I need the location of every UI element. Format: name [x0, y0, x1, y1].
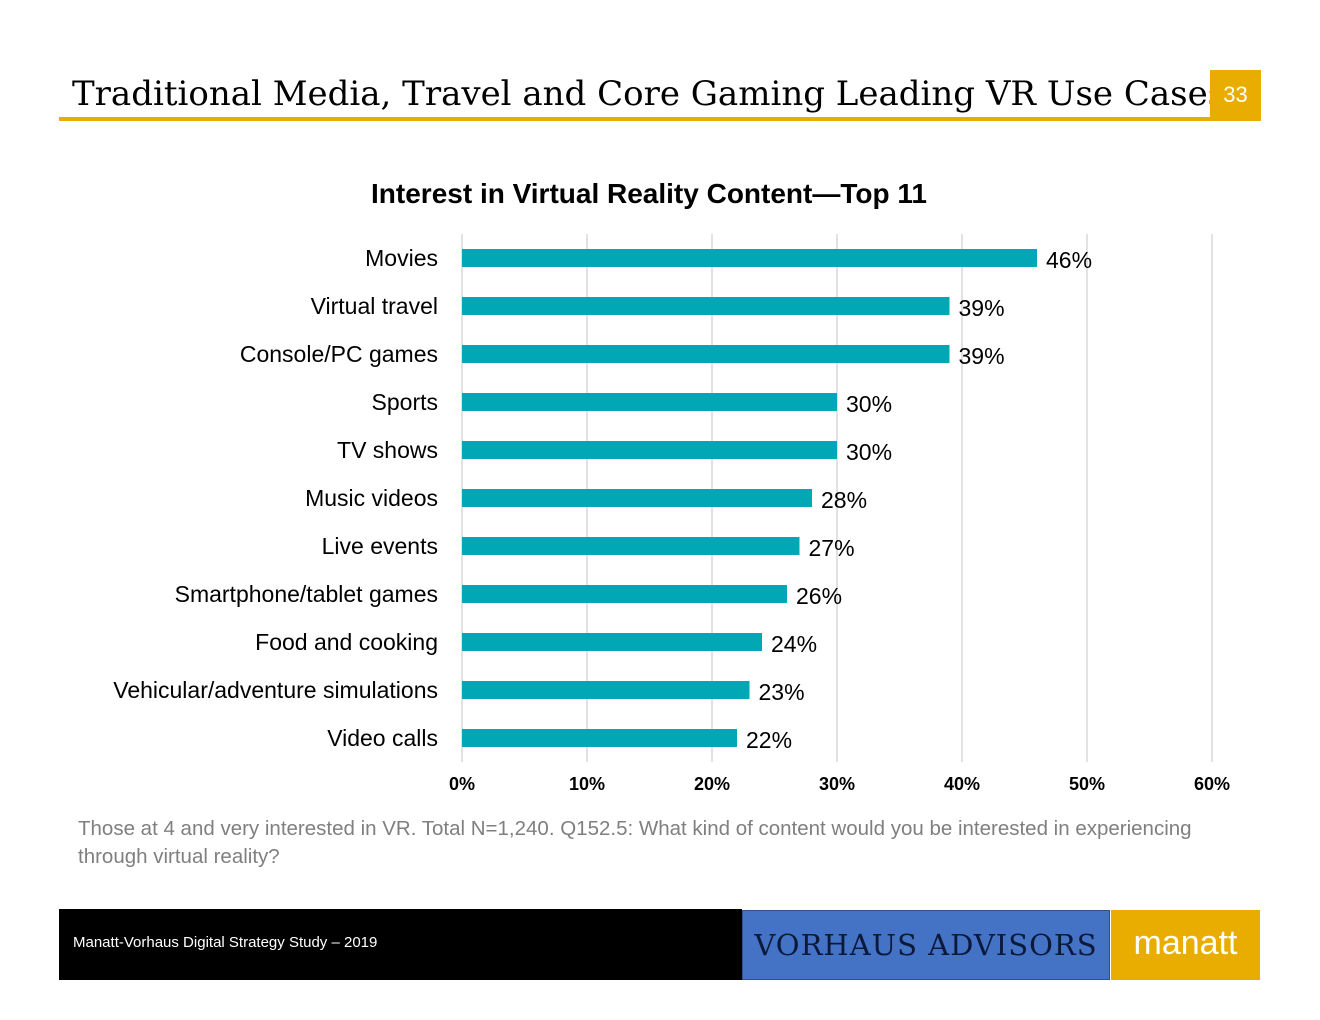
bar: [462, 489, 812, 507]
footer-bar: Manatt-Vorhaus Digital Strategy Study – …: [59, 909, 742, 980]
data-label: 30%: [846, 391, 892, 417]
data-label: 23%: [759, 679, 805, 705]
vorhaus-logo-text: VORHAUS ADVISORS: [754, 928, 1098, 962]
bar: [462, 681, 750, 699]
manatt-logo-text: manatt: [1133, 923, 1238, 962]
bar: [462, 441, 837, 459]
bar: [462, 345, 950, 363]
title-underline: [59, 117, 1210, 121]
data-label: 28%: [821, 487, 867, 513]
x-tick-label: 30%: [819, 774, 855, 794]
bar: [462, 249, 1037, 267]
category-label: Video calls: [327, 725, 438, 751]
category-label: Movies: [365, 245, 438, 271]
x-tick-label: 50%: [1069, 774, 1105, 794]
bar: [462, 393, 837, 411]
bar: [462, 297, 950, 315]
data-label: 27%: [809, 535, 855, 561]
bar: [462, 585, 787, 603]
bar: [462, 729, 737, 747]
footer-study-text: Manatt-Vorhaus Digital Strategy Study – …: [73, 934, 378, 951]
category-label: Console/PC games: [240, 341, 438, 367]
category-label: Food and cooking: [255, 629, 438, 655]
category-label: TV shows: [337, 437, 438, 463]
category-label: Music videos: [305, 485, 438, 511]
x-tick-label: 60%: [1194, 774, 1230, 794]
data-label: 30%: [846, 439, 892, 465]
x-tick-label: 40%: [944, 774, 980, 794]
chart-title: Interest in Virtual Reality Content—Top …: [371, 178, 927, 209]
data-label: 26%: [796, 583, 842, 609]
manatt-logo: manatt: [1111, 910, 1260, 980]
data-label: 39%: [959, 295, 1005, 321]
bar: [462, 633, 762, 651]
x-tick-label: 10%: [569, 774, 605, 794]
data-label: 39%: [959, 343, 1005, 369]
data-label: 24%: [771, 631, 817, 657]
category-label: Smartphone/tablet games: [175, 581, 438, 607]
data-label: 46%: [1046, 247, 1092, 273]
footnote: Those at 4 and very interested in VR. To…: [78, 817, 1192, 868]
bar: [462, 537, 800, 555]
category-label: Sports: [372, 389, 438, 415]
category-label: Vehicular/adventure simulations: [113, 677, 438, 703]
category-label: Virtual travel: [311, 293, 438, 319]
vorhaus-logo: VORHAUS ADVISORS: [742, 910, 1110, 980]
page-number-badge: 33: [1210, 70, 1261, 121]
category-label: Live events: [322, 533, 438, 559]
slide-title: Traditional Media, Travel and Core Gamin…: [72, 74, 1226, 114]
data-label: 22%: [746, 727, 792, 753]
x-tick-label: 0%: [449, 774, 475, 794]
x-tick-label: 20%: [694, 774, 730, 794]
